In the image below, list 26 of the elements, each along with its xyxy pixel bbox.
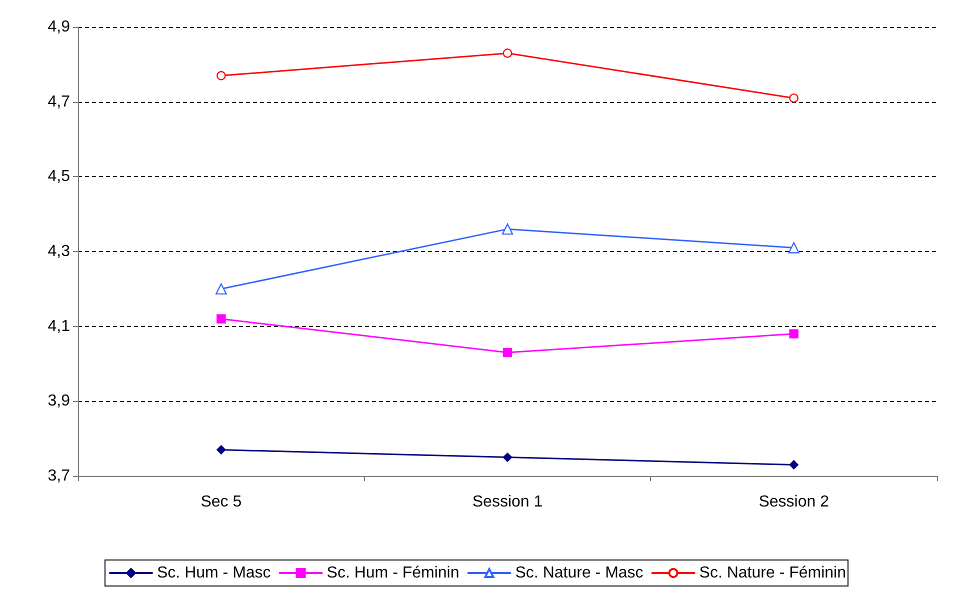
y-tick-label: 3,9 <box>48 392 70 410</box>
point <box>502 348 512 358</box>
point <box>216 71 226 80</box>
legend-label: Sc. Hum - Masc <box>157 564 271 582</box>
y-tick-label: 3,7 <box>48 468 70 484</box>
y-tick-label: 4,7 <box>48 93 70 110</box>
legend-label: Sc. Nature - Féminin <box>699 564 846 582</box>
point <box>789 93 798 103</box>
y-tick-label: 4,5 <box>48 168 70 186</box>
y-tick-label: 4,9 <box>48 18 70 36</box>
y-tick-label: 4,1 <box>48 318 70 335</box>
legend-label: Sc. Nature - Masc <box>515 564 644 582</box>
x-tick-label: Session 2 <box>758 494 830 510</box>
x-tick-label: Sec 5 <box>200 494 242 510</box>
point <box>216 283 227 295</box>
point <box>502 48 512 58</box>
legend-label: Sc. Hum - Féminin <box>326 564 460 582</box>
point <box>216 445 226 454</box>
point <box>216 314 226 324</box>
point <box>502 452 512 462</box>
point <box>788 242 800 254</box>
point <box>789 460 798 470</box>
point <box>789 329 798 338</box>
y-tick-label: 4,3 <box>48 243 70 260</box>
x-tick-label: Session 1 <box>472 494 543 510</box>
point <box>502 223 514 235</box>
